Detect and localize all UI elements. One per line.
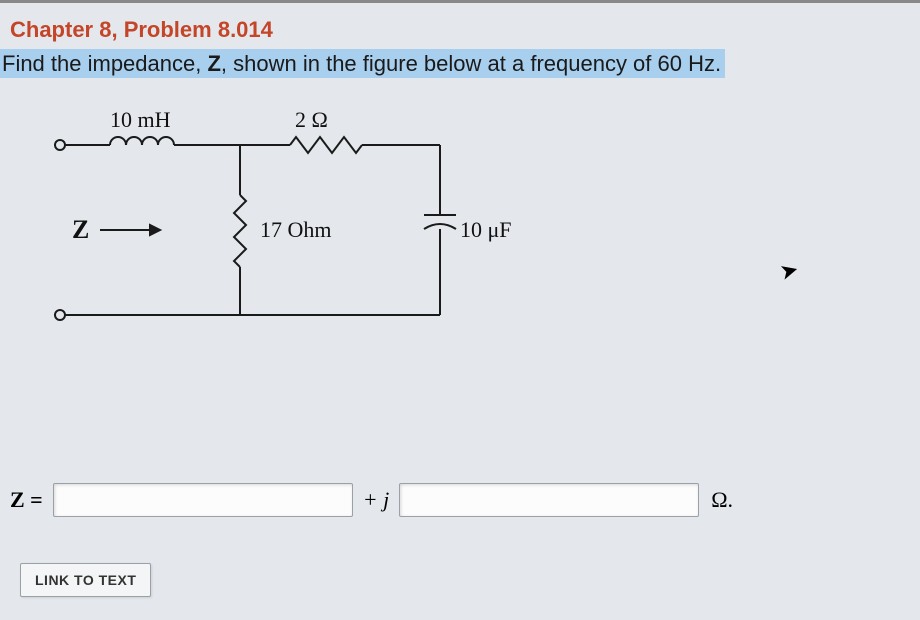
z-equals-label: Z = <box>10 487 43 513</box>
prompt-post: , shown in the figure below at a frequen… <box>221 51 721 76</box>
circuit-diagram: 10 mH 2 Ω 17 Ohm 10 μF Z <box>40 105 740 385</box>
problem-title: Chapter 8, Problem 8.014 <box>0 3 920 49</box>
z-arrow-label: Z <box>72 215 89 245</box>
inductor-label: 10 mH <box>110 107 171 133</box>
plus-j-label: + j <box>363 487 389 513</box>
imag-part-input[interactable] <box>399 483 699 517</box>
problem-prompt: Find the impedance, Z, shown in the figu… <box>0 49 920 77</box>
series-resistor-label: 2 Ω <box>295 107 328 133</box>
answer-row: Z = + j Ω. <box>10 483 733 517</box>
link-to-text-button[interactable]: LINK TO TEXT <box>20 563 151 597</box>
capacitor-label: 10 μF <box>460 217 512 243</box>
ohm-suffix: Ω. <box>711 487 733 513</box>
prompt-z: Z <box>207 51 220 76</box>
parallel-resistor-label: 17 Ohm <box>260 217 332 243</box>
real-part-input[interactable] <box>53 483 353 517</box>
cursor-icon: ➤ <box>777 256 802 286</box>
prompt-pre: Find the impedance, <box>2 51 207 76</box>
circuit-svg <box>40 105 740 385</box>
